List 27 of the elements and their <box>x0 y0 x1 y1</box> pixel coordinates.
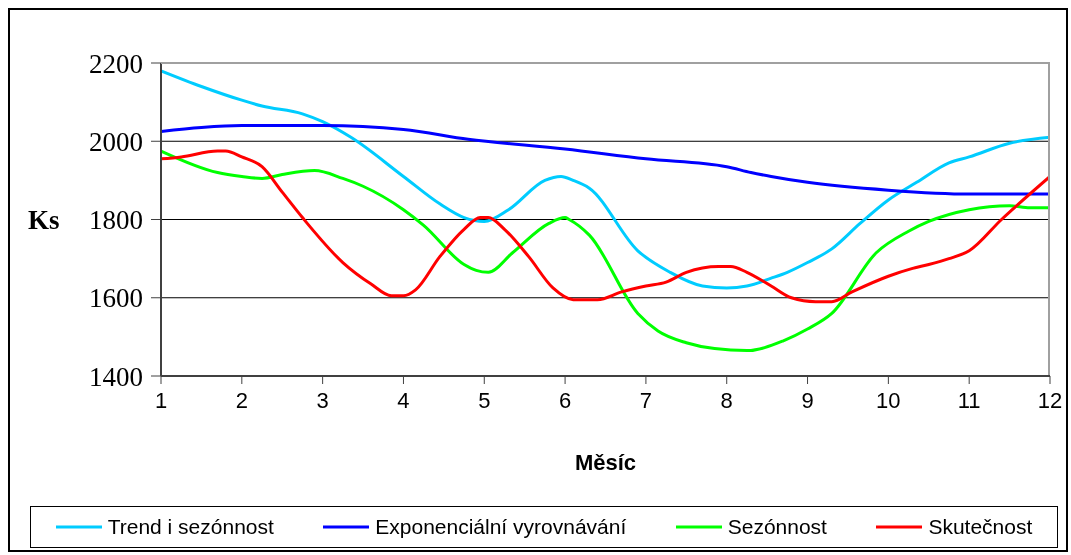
legend-label: Skutečnost <box>928 515 1033 539</box>
x-tick-label: 2 <box>235 387 248 413</box>
x-axis-title: Měsíc <box>574 450 637 475</box>
y-tick-label: 1400 <box>89 361 143 392</box>
x-tick-label: 7 <box>639 387 653 413</box>
legend-label: Sezónnost <box>727 515 827 539</box>
x-tick-label: 6 <box>558 387 572 413</box>
y-tick-label: 1600 <box>89 283 143 314</box>
legend-label: Trend i sezónnost <box>107 515 274 539</box>
x-tick-label: 4 <box>397 387 410 413</box>
x-tick-label: 11 <box>957 387 981 413</box>
x-tick-label: 8 <box>720 387 733 413</box>
legend-label: Exponenciální vyrovnávání <box>375 515 627 539</box>
y-tick-label: 1800 <box>89 205 143 236</box>
y-tick-label: 2000 <box>89 126 143 157</box>
line-series <box>161 69 1050 290</box>
x-tick-label: 9 <box>801 387 814 413</box>
x-tick-label: 12 <box>1037 387 1063 413</box>
y-axis-title: Ks <box>28 205 60 236</box>
x-tick-label: 5 <box>478 387 491 413</box>
line-series <box>161 124 1050 196</box>
y-tick-label: 2200 <box>89 48 143 79</box>
line-series <box>161 149 1050 353</box>
x-tick-label: 1 <box>154 387 168 413</box>
line-series <box>161 149 1050 304</box>
x-tick-label: 3 <box>316 387 329 413</box>
x-tick-label: 10 <box>876 387 901 413</box>
